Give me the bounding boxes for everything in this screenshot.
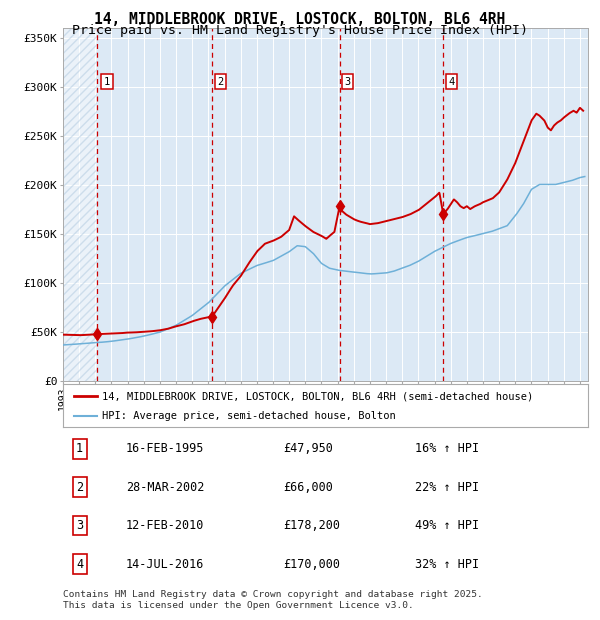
Text: 16-FEB-1995: 16-FEB-1995 [126, 442, 205, 455]
Text: 14-JUL-2016: 14-JUL-2016 [126, 557, 205, 570]
Text: 49% ↑ HPI: 49% ↑ HPI [415, 519, 479, 532]
Text: 3: 3 [76, 519, 83, 532]
Text: 12-FEB-2010: 12-FEB-2010 [126, 519, 205, 532]
Text: 2: 2 [76, 480, 83, 494]
Text: Contains HM Land Registry data © Crown copyright and database right 2025.
This d: Contains HM Land Registry data © Crown c… [63, 590, 483, 609]
Text: 14, MIDDLEBROOK DRIVE, LOSTOCK, BOLTON, BL6 4RH: 14, MIDDLEBROOK DRIVE, LOSTOCK, BOLTON, … [94, 12, 506, 27]
Text: 4: 4 [76, 557, 83, 570]
Text: 1: 1 [76, 442, 83, 455]
Text: £66,000: £66,000 [284, 480, 334, 494]
Text: 3: 3 [344, 77, 350, 87]
Text: 4: 4 [448, 77, 454, 87]
Text: 32% ↑ HPI: 32% ↑ HPI [415, 557, 479, 570]
Text: Price paid vs. HM Land Registry's House Price Index (HPI): Price paid vs. HM Land Registry's House … [72, 24, 528, 37]
Text: 22% ↑ HPI: 22% ↑ HPI [415, 480, 479, 494]
Bar [63, 28, 97, 381]
Text: 14, MIDDLEBROOK DRIVE, LOSTOCK, BOLTON, BL6 4RH (semi-detached house): 14, MIDDLEBROOK DRIVE, LOSTOCK, BOLTON, … [103, 391, 533, 401]
Text: 16% ↑ HPI: 16% ↑ HPI [415, 442, 479, 455]
Text: £47,950: £47,950 [284, 442, 334, 455]
Text: £170,000: £170,000 [284, 557, 341, 570]
Text: 28-MAR-2002: 28-MAR-2002 [126, 480, 205, 494]
Text: £178,200: £178,200 [284, 519, 341, 532]
Text: 2: 2 [217, 77, 223, 87]
Text: 1: 1 [104, 77, 110, 87]
Text: HPI: Average price, semi-detached house, Bolton: HPI: Average price, semi-detached house,… [103, 411, 396, 421]
